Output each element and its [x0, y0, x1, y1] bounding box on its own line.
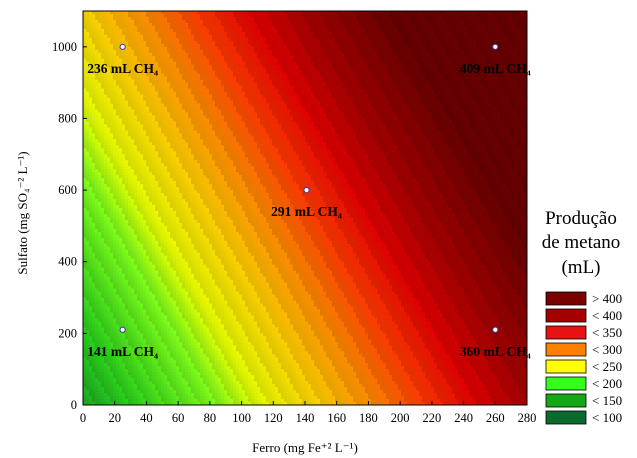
x-tick-label: 160 — [327, 411, 346, 425]
legend-swatch — [545, 376, 587, 391]
x-tick-label: 180 — [359, 411, 378, 425]
x-tick-label: 80 — [204, 411, 217, 425]
x-tick-label: 220 — [422, 411, 441, 425]
contour-surface — [83, 11, 527, 405]
legend-items: > 400 < 400 < 350 < 300 < 250 < 200 < 150 < 100 — [545, 291, 622, 425]
x-tick-label: 60 — [172, 411, 185, 425]
legend-swatch — [545, 342, 587, 357]
legend-swatch — [545, 291, 587, 306]
y-tick-label: 800 — [58, 111, 77, 125]
x-tick-label: 200 — [391, 411, 410, 425]
axes: 0 20 40 60 80 100 120 140 160 180 200 220 240 260 280 0… — [52, 40, 536, 425]
legend-swatch — [545, 308, 587, 323]
legend-swatch — [545, 410, 587, 425]
x-tick-label: 20 — [108, 411, 121, 425]
x-tick-label: 120 — [264, 411, 283, 425]
legend-swatch — [545, 325, 587, 340]
legend-label: < 100 — [592, 410, 622, 425]
legend-label: < 350 — [592, 325, 622, 340]
x-tick-label: 280 — [518, 411, 537, 425]
legend-label: < 250 — [592, 359, 622, 374]
data-point-label: 141 mL CH₄ — [87, 344, 158, 359]
x-tick-label: 100 — [232, 411, 251, 425]
y-tick-label: 600 — [58, 183, 77, 197]
data-point-marker — [119, 326, 126, 333]
legend-swatch — [545, 359, 587, 374]
data-point-marker — [303, 186, 310, 194]
y-tick-label: 0 — [71, 398, 77, 412]
x-tick-label: 0 — [80, 411, 86, 425]
legend-title-line-2: de metano — [542, 232, 621, 253]
x-tick-label: 140 — [296, 411, 315, 425]
data-point-marker — [492, 43, 499, 50]
legend-label: < 150 — [592, 393, 622, 408]
y-axis-title: Sulfato (mg SO₄⁻² L⁻¹) — [15, 151, 30, 274]
legend: Produção de metano (mL) > 400 < 400 < 350 <… — [542, 208, 622, 425]
x-axis-title: Ferro (mg Fe⁺² L⁻¹) — [252, 440, 358, 455]
data-point-label: 409 mL CH₄ — [460, 61, 531, 76]
legend-title-line-1: Produção — [545, 208, 617, 229]
legend-label: > 400 — [592, 291, 622, 306]
y-tick-label: 200 — [58, 326, 77, 340]
data-point-label: 291 mL CH₄ — [271, 204, 342, 219]
y-tick-label: 1000 — [52, 40, 77, 54]
x-tick-label: 240 — [454, 411, 473, 425]
data-point-marker — [119, 43, 126, 50]
legend-label: < 300 — [592, 342, 622, 357]
legend-label: < 400 — [592, 308, 622, 323]
data-point-label: 236 mL CH₄ — [87, 61, 158, 76]
data-point-label: 360 mL CH₄ — [460, 344, 531, 359]
legend-title-line-3: (mL) — [561, 257, 600, 278]
y-tick-label: 400 — [58, 255, 77, 269]
data-points: 236 mL CH₄ 409 mL CH₄ 291 mL CH₄ 141 mL CH₄… — [87, 43, 531, 359]
legend-label: < 200 — [592, 376, 622, 391]
x-tick-label: 260 — [486, 411, 505, 425]
x-tick-label: 40 — [140, 411, 153, 425]
legend-swatch — [545, 393, 587, 408]
data-point-marker — [492, 326, 499, 333]
